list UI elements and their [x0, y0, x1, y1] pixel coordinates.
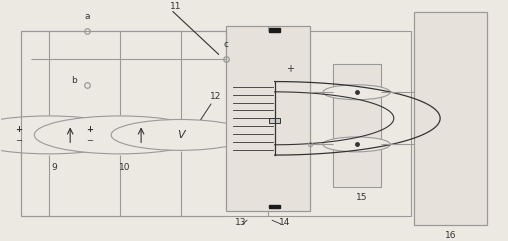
Text: c: c [224, 40, 229, 49]
Text: +: + [86, 125, 93, 134]
Text: +: + [285, 64, 294, 74]
Text: 16: 16 [444, 231, 456, 240]
Ellipse shape [35, 116, 205, 154]
Ellipse shape [323, 85, 390, 100]
Bar [269, 118, 280, 123]
Text: V: V [177, 130, 184, 140]
Text: 9: 9 [51, 163, 57, 173]
Text: 10: 10 [119, 163, 131, 173]
Text: +: + [15, 125, 22, 134]
Bar [414, 12, 487, 225]
Bar [269, 28, 280, 32]
Text: b: b [71, 76, 77, 85]
Text: a: a [84, 12, 89, 21]
Text: 13: 13 [235, 218, 247, 227]
Text: 15: 15 [356, 193, 367, 202]
Bar [269, 205, 280, 208]
Text: 12: 12 [210, 92, 221, 101]
Text: 11: 11 [170, 2, 181, 11]
Bar [333, 64, 380, 187]
Text: −: − [15, 136, 22, 145]
Ellipse shape [0, 116, 134, 154]
Ellipse shape [323, 137, 390, 152]
Bar [226, 26, 310, 211]
Ellipse shape [111, 120, 250, 150]
Text: 14: 14 [279, 218, 291, 227]
Bar [21, 31, 411, 215]
Text: −: − [86, 136, 93, 145]
